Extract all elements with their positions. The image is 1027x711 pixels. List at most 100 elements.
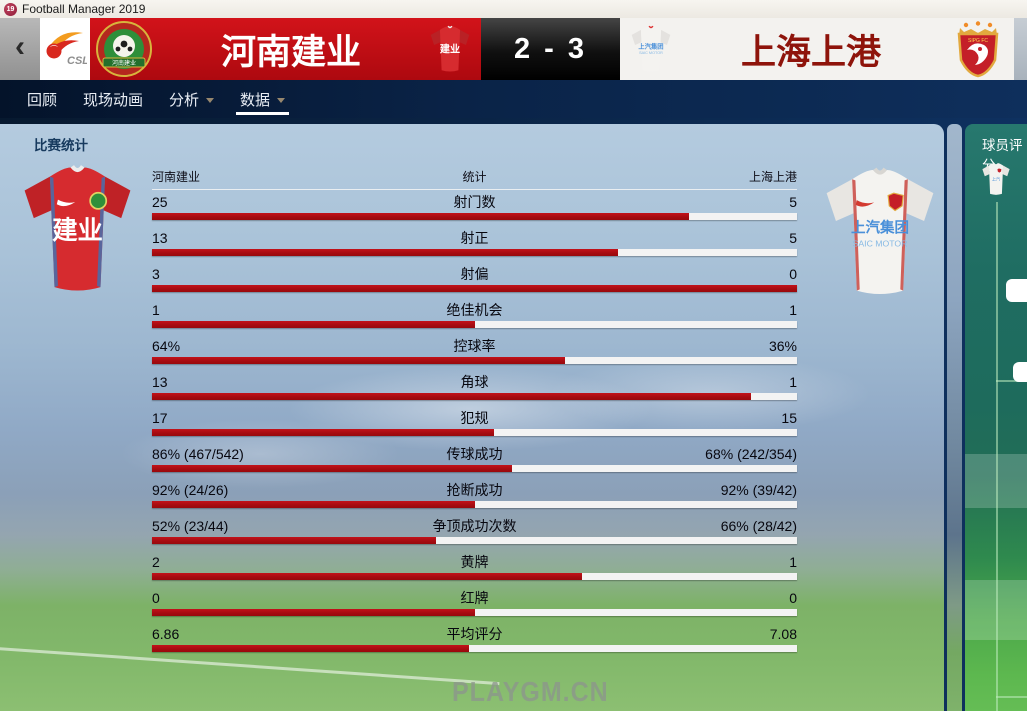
score-text: 2 - 3 — [513, 32, 588, 65]
stat-bar — [152, 537, 797, 544]
stat-row: 6.86 平均评分 7.08 — [152, 622, 797, 658]
player-rating-badge[interactable] — [1006, 279, 1027, 302]
stat-home-value: 13 — [152, 230, 168, 246]
stat-home-value: 2 — [152, 554, 160, 570]
stats-col-center: 统计 — [462, 170, 487, 184]
chevron-down-icon — [277, 98, 286, 103]
stat-away-value: 66% (28/42) — [720, 518, 797, 534]
stat-home-value: 1 — [152, 302, 160, 318]
stat-bar-home-fill — [152, 609, 475, 616]
stat-bar — [152, 249, 797, 256]
tab-review[interactable]: 回顾 — [14, 80, 70, 118]
player-kit-icon: 上汽 — [982, 163, 1010, 195]
home-team-badge-icon: 河南建业 — [96, 21, 152, 77]
away-team-badge-icon: SIPG FC — [957, 21, 999, 78]
stat-row: 1 绝佳机会 1 — [152, 298, 797, 334]
league-logo-box: CSL — [40, 18, 90, 80]
tab-analysis[interactable]: 分析 — [156, 80, 227, 118]
stat-bar-home-fill — [152, 429, 495, 436]
svg-text:SIPG FC: SIPG FC — [968, 38, 988, 44]
back-button[interactable]: ‹ — [0, 18, 40, 80]
player-ratings-panel: 球员评分 上汽 — [965, 124, 1027, 711]
tab-label: 回顾 — [27, 91, 58, 109]
stat-row: 52% (23/44) 争顶成功次数 66% (28/42) — [152, 514, 797, 550]
stat-label: 犯规 — [460, 410, 489, 426]
stat-row: 2 黄牌 1 — [152, 550, 797, 586]
tab-live-animation[interactable]: 现场动画 — [70, 80, 156, 118]
stat-label: 控球率 — [453, 338, 496, 354]
stat-label: 射正 — [460, 230, 489, 246]
stat-away-value: 68% (242/354) — [705, 446, 797, 462]
stat-away-value: 5 — [789, 194, 797, 210]
window-title-bar: 19 Football Manager 2019 — [0, 0, 1027, 18]
svg-text:SAIC MOTOR: SAIC MOTOR — [639, 51, 663, 55]
stat-home-value: 92% (24/26) — [152, 482, 229, 498]
stat-away-value: 7.08 — [769, 626, 797, 642]
stat-away-value: 0 — [789, 266, 797, 282]
away-kit-icon: 上汽集团 SAIC MOTOR — [631, 25, 671, 72]
stat-bar-home-fill — [152, 645, 470, 652]
stat-row: 86% (467/542) 传球成功 68% (242/354) — [152, 442, 797, 478]
stat-label: 角球 — [460, 374, 489, 390]
chevron-down-icon — [206, 98, 215, 103]
stat-away-value: 92% (39/42) — [720, 482, 797, 498]
stat-row: 17 犯规 15 — [152, 406, 797, 442]
stats-table: 河南建业 统计 上海上港 25 射门数 5 13 射正 5 3 射偏 0 — [152, 168, 797, 658]
stat-row: 64% 控球率 36% — [152, 334, 797, 370]
stat-label: 红牌 — [460, 590, 489, 606]
stat-label: 绝佳机会 — [446, 302, 503, 318]
tab-label: 现场动画 — [83, 91, 144, 109]
tab-label: 数据 — [240, 91, 271, 109]
svg-text:建业: 建业 — [52, 217, 103, 245]
svg-text:上汽: 上汽 — [992, 175, 1000, 181]
stat-away-value: 0 — [789, 590, 797, 606]
stat-row: 25 射门数 5 — [152, 190, 797, 226]
tab-label: 分析 — [169, 91, 200, 109]
stat-bar-home-fill — [152, 501, 475, 508]
stat-bar-home-fill — [152, 465, 512, 472]
stat-bar — [152, 501, 797, 508]
away-kit-large: 上汽集团 SAIC MOTOR — [826, 167, 934, 295]
stats-col-home: 河南建业 — [152, 170, 201, 184]
pitch-line-vertical — [996, 202, 998, 711]
svg-text:CSL: CSL — [67, 55, 87, 67]
stat-bar — [152, 429, 797, 436]
stat-bar — [152, 573, 797, 580]
stat-bar — [152, 645, 797, 652]
window-title: Football Manager 2019 — [22, 2, 146, 16]
stat-home-value: 17 — [152, 410, 168, 426]
stat-home-value: 25 — [152, 194, 168, 210]
player-rating-badge[interactable] — [1013, 362, 1027, 382]
stat-away-value: 5 — [789, 230, 797, 246]
away-team-banner: 上汽集团 SAIC MOTOR 上海上港 SIPG FC — [620, 18, 1014, 80]
pitch-line-horizontal — [996, 696, 1027, 698]
stat-bar — [152, 357, 797, 364]
stat-bar — [152, 213, 797, 220]
home-team-name: 河南建业 — [220, 32, 361, 72]
stat-label: 传球成功 — [446, 446, 503, 462]
stat-away-value: 1 — [789, 374, 797, 390]
stat-label: 黄牌 — [460, 554, 489, 570]
svg-text:建业: 建业 — [439, 43, 460, 56]
stat-label: 争顶成功次数 — [432, 518, 517, 534]
stat-bar-home-fill — [152, 537, 436, 544]
stat-bar — [152, 321, 797, 328]
stat-home-value: 52% (23/44) — [152, 518, 229, 534]
svg-text:上汽集团: 上汽集团 — [638, 41, 663, 50]
partial-panel-edge — [947, 124, 962, 711]
stats-table-header: 河南建业 统计 上海上港 — [152, 168, 797, 190]
stat-bar-home-fill — [152, 393, 752, 400]
stat-bar — [152, 609, 797, 616]
stat-bar-home-fill — [152, 249, 618, 256]
stat-away-value: 36% — [768, 338, 797, 354]
stat-label: 射偏 — [460, 266, 489, 282]
stat-bar-home-fill — [152, 285, 797, 292]
stat-away-value: 1 — [789, 554, 797, 570]
stat-bar-home-fill — [152, 573, 583, 580]
match-stats-panel: 比赛统计 建业 上汽集团 SAIC MOTOR 河南建 — [0, 124, 944, 711]
stat-away-value: 15 — [781, 410, 797, 426]
stats-rows: 25 射门数 5 13 射正 5 3 射偏 0 1 绝佳机会 1 — [152, 190, 797, 658]
header-edge-strip — [1014, 18, 1027, 80]
tab-data[interactable]: 数据 — [227, 80, 298, 118]
watermark: PLAYGM.CN — [452, 676, 609, 708]
